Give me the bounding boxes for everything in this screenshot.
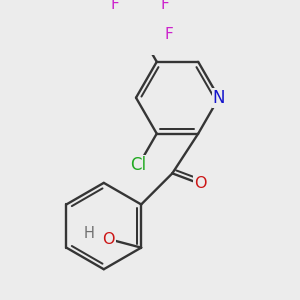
Text: N: N — [213, 89, 225, 107]
Text: O: O — [102, 232, 115, 247]
Text: Cl: Cl — [130, 156, 147, 174]
Text: O: O — [194, 176, 206, 191]
Text: H: H — [84, 226, 95, 241]
Text: F: F — [164, 27, 173, 42]
Text: F: F — [160, 0, 169, 12]
Text: F: F — [110, 0, 119, 12]
